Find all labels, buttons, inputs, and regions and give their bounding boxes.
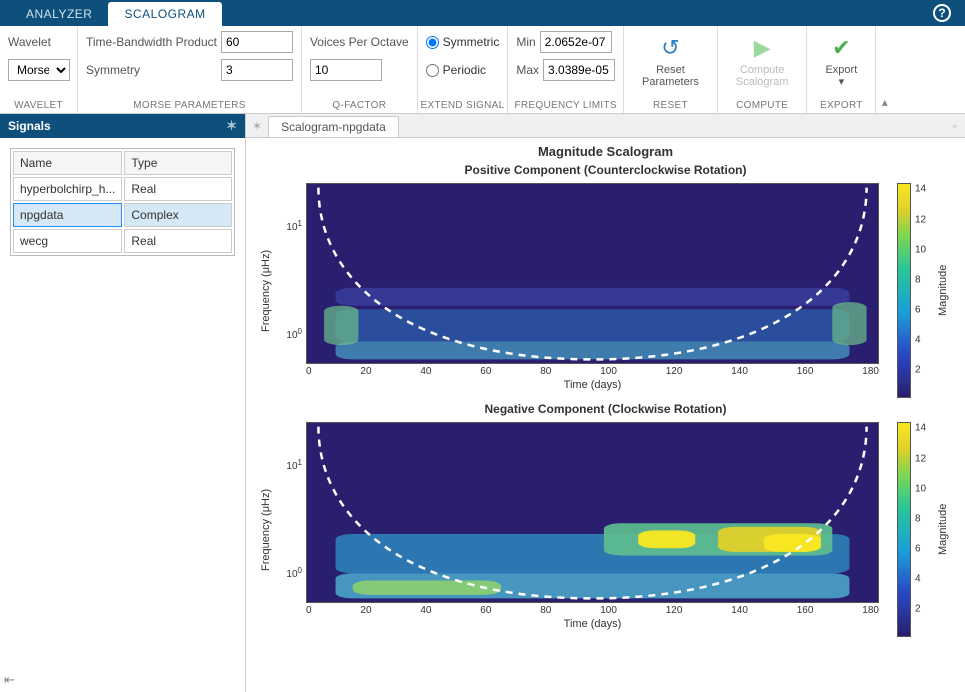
sym-label: Symmetry — [86, 63, 140, 77]
document-tabbar: ✶ Scalogram-npgdata ◦ — [246, 114, 965, 138]
max-label: Max — [516, 63, 539, 77]
tbp-label: Time-Bandwidth Product — [86, 35, 217, 49]
check-icon: ✔ — [827, 34, 855, 62]
min-label: Min — [516, 35, 535, 49]
signals-panel: Signals ✶ Name Type hyperbolchirp_h...Re… — [0, 114, 246, 692]
tab-scalogram[interactable]: SCALOGRAM — [108, 2, 221, 26]
vpo-label: Voices Per Octave — [310, 35, 409, 49]
table-row[interactable]: hyperbolchirp_h...Real — [13, 177, 232, 201]
table-row[interactable]: npgdataComplex — [13, 203, 232, 227]
col-type: Type — [124, 151, 232, 175]
group-freq: FREQUENCY LIMITS — [508, 100, 623, 111]
xlabel-neg: Time (days) — [564, 618, 622, 630]
col-name: Name — [13, 151, 122, 175]
reset-icon: ↺ — [656, 34, 684, 62]
plot-neg-title: Negative Component (Clockwise Rotation) — [260, 402, 951, 416]
group-qfactor: Q-FACTOR — [302, 100, 417, 111]
signals-header: Signals ✶ — [0, 114, 245, 138]
toolstrip: Wavelet Morse WAVELET Time-Bandwidth Pro… — [0, 26, 965, 114]
app-tabbar: ANALYZER SCALOGRAM ? — [0, 0, 965, 26]
tbp-input[interactable] — [221, 31, 293, 53]
play-icon: ▶ — [748, 34, 776, 62]
group-wavelet: WAVELET — [0, 100, 77, 111]
doc-tab-scalogram[interactable]: Scalogram-npgdata — [268, 116, 399, 137]
max-input[interactable] — [543, 59, 615, 81]
min-input[interactable] — [540, 31, 612, 53]
table-row[interactable]: wecgReal — [13, 229, 232, 253]
wavelet-label: Wavelet — [8, 35, 51, 49]
positive-plot: Frequency (μHz) 101100 02040608010012014… — [260, 183, 951, 398]
plot-main-title: Magnitude Scalogram — [260, 144, 951, 159]
sym-input[interactable] — [221, 59, 293, 81]
periodic-label: Periodic — [443, 63, 486, 77]
negative-chart[interactable] — [306, 422, 879, 603]
periodic-radio[interactable] — [426, 64, 439, 77]
compute-button[interactable]: ▶ Compute Scalogram — [726, 30, 799, 104]
help-icon[interactable]: ? — [933, 4, 951, 22]
negative-plot: Frequency (μHz) 101100 02040608010012014… — [260, 422, 951, 637]
plot-area: Magnitude Scalogram Positive Component (… — [246, 138, 965, 692]
colorbar-pos — [897, 183, 911, 398]
positive-chart[interactable] — [306, 183, 879, 364]
panel-gear-icon[interactable]: ✶ — [226, 118, 237, 134]
clabel-neg: Magnitude — [937, 422, 951, 637]
group-compute: COMPUTE — [718, 100, 807, 111]
symmetric-label: Symmetric — [443, 35, 500, 49]
xlabel-pos: Time (days) — [564, 379, 622, 391]
group-export: EXPORT — [807, 100, 875, 111]
colorbar-neg — [897, 422, 911, 637]
symmetric-radio[interactable] — [426, 36, 439, 49]
ylabel-neg: Frequency (μHz) — [260, 422, 276, 637]
reset-button[interactable]: ↺ Reset Parameters — [632, 30, 709, 104]
clabel-pos: Magnitude — [937, 183, 951, 398]
tab-analyzer[interactable]: ANALYZER — [10, 2, 108, 26]
group-extend: EXTEND SIGNAL — [418, 100, 508, 111]
group-reset: RESET — [624, 100, 717, 111]
collapse-toolstrip-icon[interactable]: ▴ — [875, 26, 893, 113]
wavelet-select[interactable]: Morse — [8, 59, 70, 81]
export-button[interactable]: ✔ Export▾ — [815, 30, 867, 104]
sidebar-collapse-icon[interactable]: ⇤ — [0, 668, 245, 692]
vpo-input[interactable] — [310, 59, 382, 81]
plot-pos-title: Positive Component (Counterclockwise Rot… — [260, 163, 951, 177]
group-morse: MORSE PARAMETERS — [78, 100, 301, 111]
signals-table: Name Type hyperbolchirp_h...RealnpgdataC… — [10, 148, 235, 256]
doc-options-icon[interactable]: ◦ — [953, 119, 957, 133]
doc-gear-icon[interactable]: ✶ — [252, 119, 262, 133]
ylabel-pos: Frequency (μHz) — [260, 183, 276, 398]
